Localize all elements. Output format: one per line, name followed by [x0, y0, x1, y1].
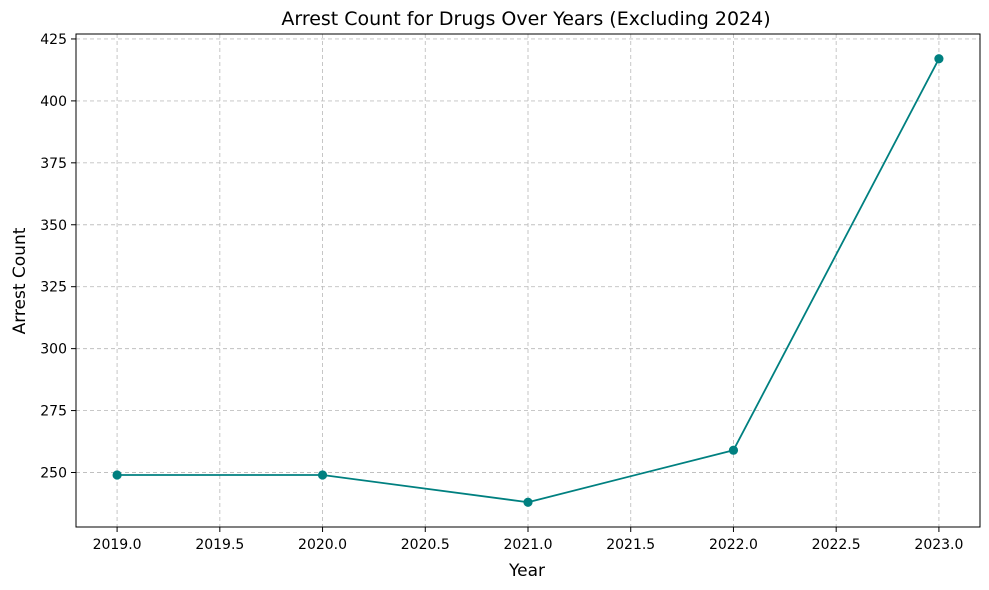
x-tick-label: 2020.5: [401, 537, 450, 553]
x-tick-layer: 2019.0 2019.5 2020.0 2020.5 2021.0 2021.5 2022…: [93, 527, 963, 553]
y-tick-label: 425: [40, 32, 67, 48]
x-tick-label: 2022.5: [812, 537, 861, 553]
y-tick-label: 250: [40, 465, 67, 481]
data-point-marker: [317, 470, 328, 480]
data-point-marker: [934, 54, 944, 64]
x-axis-label: Year: [508, 561, 545, 581]
y-tick-label: 300: [40, 342, 67, 358]
grid-layer: [76, 34, 980, 527]
data-point-marker: [728, 445, 739, 455]
y-tick-label: 375: [40, 156, 67, 172]
y-axis-label: Arrest Count: [10, 227, 30, 334]
chart-title: Arrest Count for Drugs Over Years (Exclu…: [281, 8, 770, 30]
y-tick-label: 275: [40, 404, 67, 420]
x-tick-label: 2019.0: [93, 537, 142, 553]
data-point-marker: [112, 470, 122, 480]
marker-layer: [112, 54, 944, 507]
y-tick-layer: 250 275 300 325 350 375 400 425: [40, 32, 76, 481]
x-tick-label: 2022.0: [709, 537, 758, 553]
y-tick-label: 400: [40, 94, 67, 110]
x-tick-label: 2023.0: [914, 537, 963, 553]
y-tick-label: 350: [40, 218, 67, 234]
x-tick-label: 2019.5: [195, 537, 244, 553]
data-point-marker: [523, 497, 533, 507]
y-tick-label: 325: [40, 280, 67, 296]
x-tick-label: 2021.5: [606, 537, 655, 553]
x-tick-label: 2020.0: [298, 537, 347, 553]
x-tick-label: 2021.0: [504, 537, 553, 553]
